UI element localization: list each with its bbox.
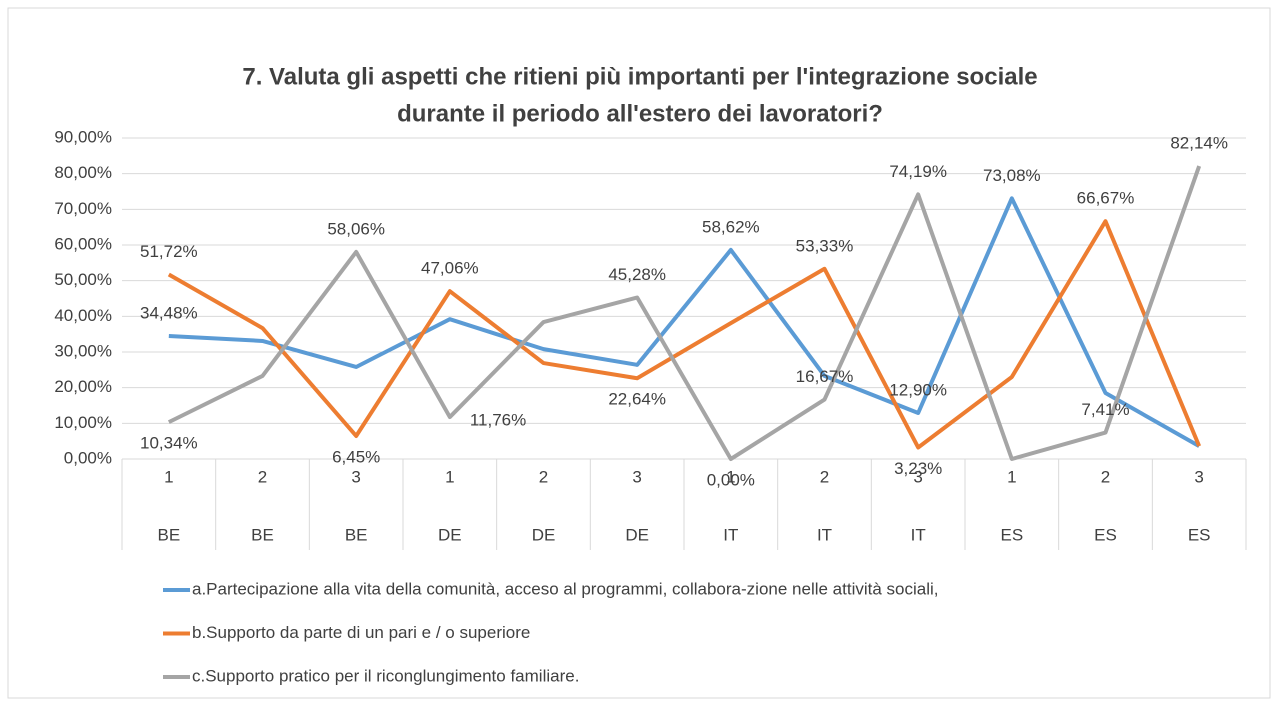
x-group-label: BE (157, 525, 180, 544)
y-tick-label: 60,00% (54, 234, 112, 253)
x-tick-label: 1 (445, 467, 454, 486)
y-tick-label: 80,00% (54, 163, 112, 182)
y-tick-label: 70,00% (54, 199, 112, 218)
data-label: 22,64% (608, 390, 666, 409)
data-label: 58,06% (327, 219, 385, 238)
data-label: 82,14% (1170, 134, 1228, 153)
data-label: 10,34% (140, 434, 198, 453)
x-group-label: DE (438, 525, 462, 544)
chart-border (7, 7, 1271, 699)
x-tick-label: 3 (351, 467, 360, 486)
data-label: 34,48% (140, 304, 198, 323)
x-group-label: ES (1094, 525, 1117, 544)
x-tick-label: 1 (1007, 467, 1016, 486)
x-group-label: IT (911, 525, 926, 544)
x-tick-label: 2 (539, 467, 548, 486)
y-tick-label: 20,00% (54, 377, 112, 396)
y-tick-label: 50,00% (54, 270, 112, 289)
data-label: 0,00% (707, 470, 755, 489)
legend-label: c.Supporto pratico per il riconglungimen… (192, 666, 579, 685)
x-tick-label: 3 (1194, 467, 1203, 486)
data-label: 53,33% (796, 236, 854, 255)
x-group-label: BE (251, 525, 274, 544)
data-label: 6,45% (332, 447, 380, 466)
data-label: 73,08% (983, 166, 1041, 185)
data-label: 58,62% (702, 217, 760, 236)
x-tick-label: 2 (820, 467, 829, 486)
x-group-label: ES (1000, 525, 1023, 544)
data-label: 45,28% (608, 265, 666, 284)
data-label: 47,06% (421, 259, 479, 278)
data-label: 7,41% (1081, 400, 1129, 419)
x-tick-label: 2 (258, 467, 267, 486)
data-label: 74,19% (889, 162, 947, 181)
data-label: 3,23% (894, 459, 942, 478)
series-line (167, 219, 1202, 450)
x-tick-label: 1 (164, 467, 173, 486)
data-label: 12,90% (889, 380, 947, 399)
x-group-label: ES (1188, 525, 1211, 544)
x-tick-label: 3 (632, 467, 641, 486)
x-group-label: IT (723, 525, 738, 544)
y-tick-label: 90,00% (54, 127, 112, 146)
data-label: 16,67% (796, 367, 854, 386)
x-tick-label: 1 (726, 467, 735, 486)
x-group-label: IT (817, 525, 832, 544)
data-label: 51,72% (140, 242, 198, 261)
x-group-label: DE (625, 525, 649, 544)
x-tick-label: 2 (1101, 467, 1110, 486)
legend-label: a.Partecipazione alla vita della comunit… (192, 579, 939, 598)
x-group-label: BE (345, 525, 368, 544)
series-line (168, 196, 1201, 448)
chart-title: durante il periodo all'estero dei lavora… (397, 100, 883, 127)
y-tick-label: 0,00% (64, 448, 112, 467)
y-tick-label: 30,00% (54, 341, 112, 360)
series-line (167, 165, 1202, 461)
x-tick-label: 3 (913, 467, 922, 486)
chart-title: 7. Valuta gli aspetti che ritieni più im… (242, 63, 1037, 90)
data-label: 11,76% (470, 411, 526, 430)
data-label: 66,67% (1077, 189, 1135, 208)
legend-label: b.Supporto da parte di un pari e / o sup… (192, 623, 530, 642)
y-tick-label: 10,00% (54, 413, 112, 432)
x-group-label: DE (532, 525, 556, 544)
y-tick-label: 40,00% (54, 306, 112, 325)
